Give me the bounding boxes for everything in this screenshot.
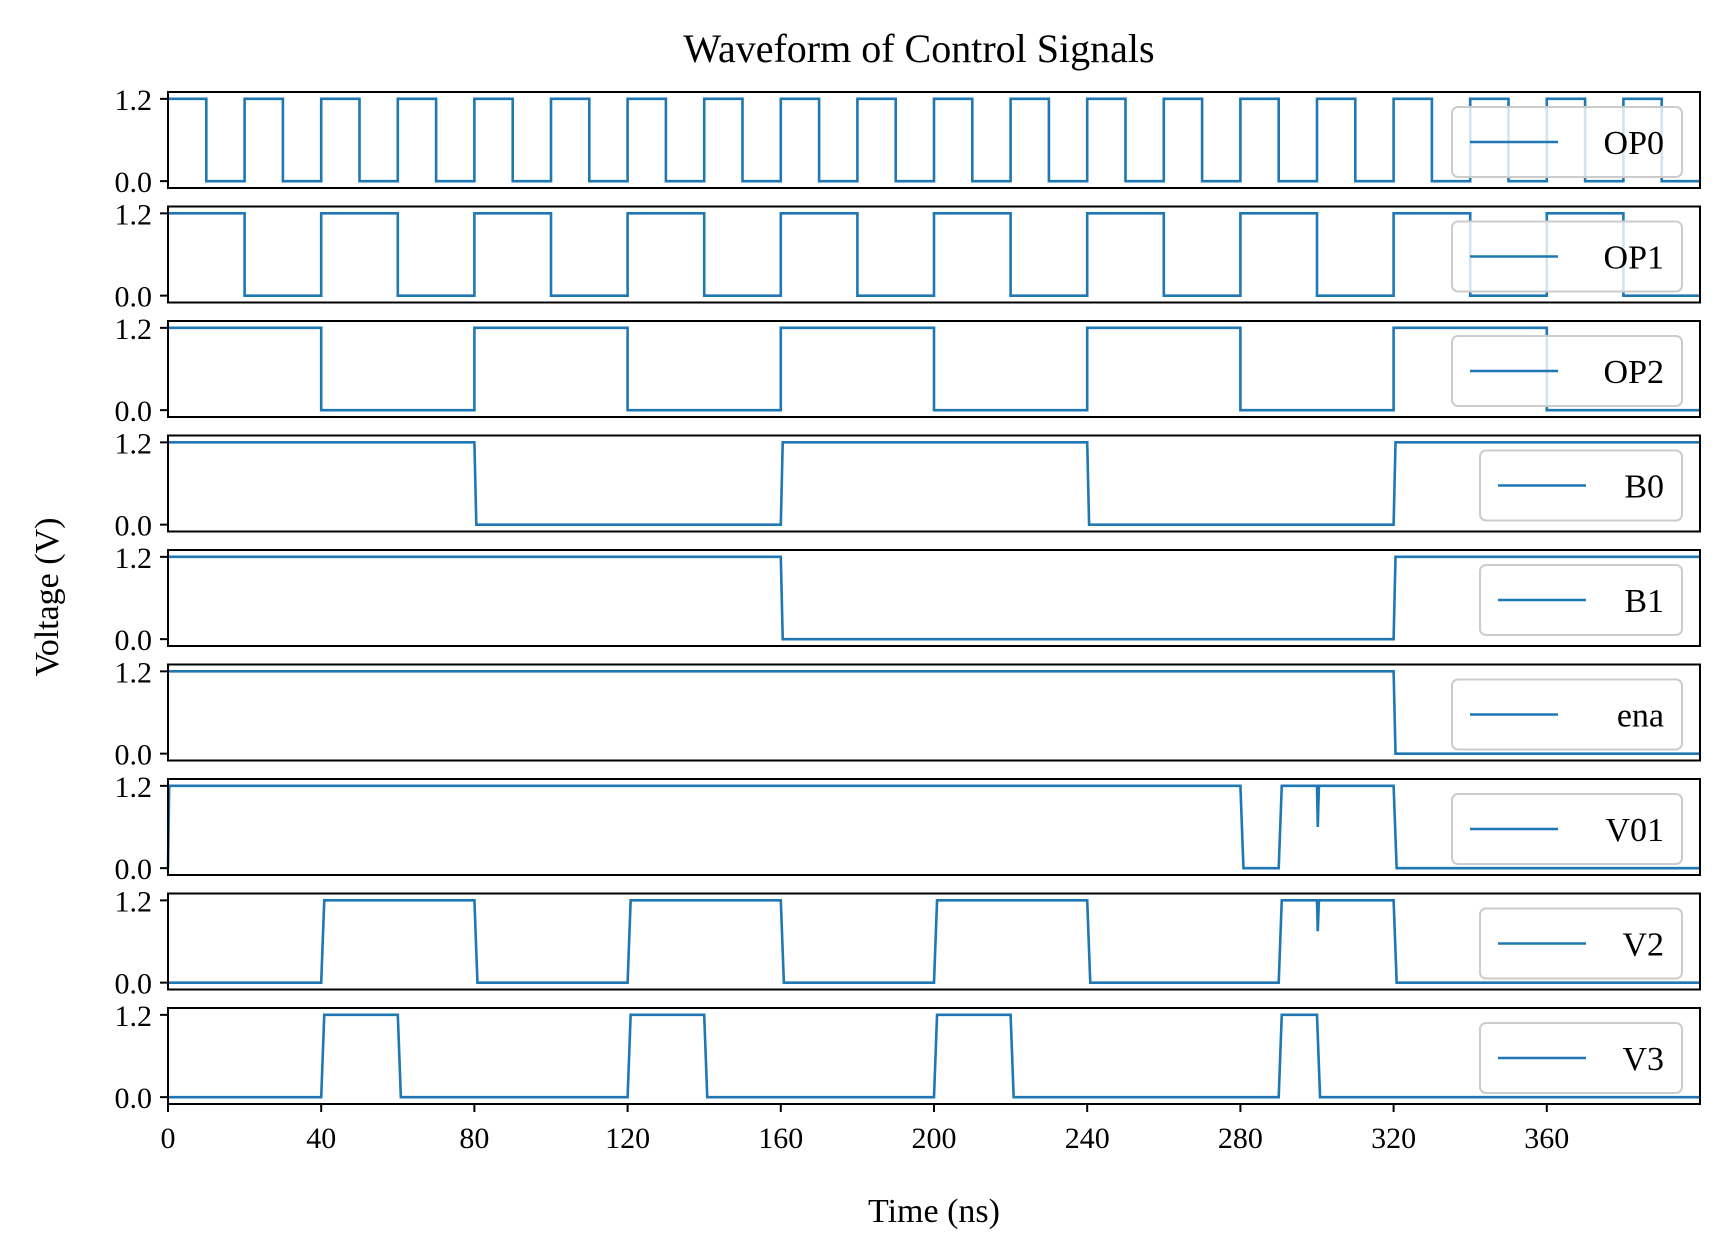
legend-v01: V01 — [1451, 793, 1683, 865]
y-tick-label: 0.0 — [115, 739, 153, 772]
y-tick-label: 1.2 — [115, 542, 153, 575]
y-tick-label: 0.0 — [115, 510, 153, 543]
y-tick-label: 0.0 — [115, 853, 153, 886]
x-tick-label: 200 — [912, 1122, 957, 1155]
legend-v2: V2 — [1479, 907, 1683, 980]
legend-v3: V3 — [1479, 1022, 1683, 1094]
panel-frame — [167, 91, 1701, 189]
y-tick-label: 1.2 — [115, 198, 153, 231]
x-tick-label: 80 — [459, 1122, 489, 1155]
legend-label: B1 — [1624, 583, 1664, 620]
panel-op0: 0.0 1.2 OP0 — [115, 84, 1701, 199]
series-line-b0 — [168, 441, 1700, 526]
x-tick-label: 360 — [1524, 1122, 1569, 1155]
legend-label: B0 — [1624, 469, 1664, 506]
legend-b0: B0 — [1479, 449, 1683, 522]
y-tick-label: 0.0 — [115, 968, 153, 1001]
y-tick-label: 1.2 — [115, 84, 153, 117]
y-tick-label: 0.0 — [115, 624, 153, 657]
x-tick-label: 0 — [161, 1122, 176, 1155]
panel-frame — [167, 434, 1701, 533]
y-tick-label: 1.2 — [115, 313, 153, 346]
legend-label: V3 — [1622, 1041, 1664, 1078]
y-axis-label: Voltage (V) — [29, 518, 66, 677]
panel-b0: 0.0 1.2 B0 — [115, 427, 1701, 543]
panels: 0.01.2OP00.01.2OP10.01.2OP20.01.2B00.01.… — [115, 84, 1701, 1115]
x-tick-label: 40 — [306, 1122, 336, 1155]
legend-box — [1451, 793, 1683, 865]
x-axis-ticks: 0 40 80 120 160 200 240 280 320 360 — [161, 1104, 1569, 1155]
y-tick-label: 1.2 — [115, 656, 153, 689]
panel-frame — [167, 778, 1701, 876]
panel-ena: 0.0 1.2 ena — [115, 656, 1701, 772]
legend-box — [1451, 220, 1683, 293]
panel-frame — [167, 892, 1701, 991]
legend-label: OP1 — [1604, 240, 1664, 277]
y-tick-label: 0.0 — [115, 1082, 153, 1115]
series-line-v01 — [166, 784, 1700, 870]
panel-v01: 0.0 1.2 V01 — [115, 771, 1701, 886]
panel-frame — [167, 205, 1701, 304]
legend-box — [1451, 106, 1683, 178]
legend-label: V01 — [1605, 812, 1664, 849]
y-tick-label: 0.0 — [115, 166, 153, 199]
legend-ena: ena — [1451, 678, 1683, 751]
legend-box — [1451, 678, 1683, 751]
panel-b1: 0.0 1.2 B1 — [115, 542, 1701, 657]
x-tick-label: 120 — [605, 1122, 650, 1155]
y-tick-label: 0.0 — [115, 395, 153, 428]
y-tick-label: 1.2 — [115, 771, 153, 804]
panel-frame — [167, 663, 1701, 762]
legend-label: ena — [1617, 698, 1664, 735]
y-tick-label: 0.0 — [115, 281, 153, 314]
series-line-op1 — [168, 212, 1700, 297]
legend-box — [1451, 335, 1683, 407]
panel-op1: 0.0 1.2 OP1 — [115, 198, 1701, 314]
x-tick-label: 160 — [758, 1122, 803, 1155]
series-line-ena — [168, 670, 1700, 755]
panel-frame — [167, 549, 1701, 647]
x-tick-label: 320 — [1371, 1122, 1416, 1155]
series-line-v2 — [168, 899, 1700, 984]
panel-frame — [167, 320, 1701, 418]
legend-label: V2 — [1622, 927, 1664, 964]
series-line-v3 — [168, 1013, 1700, 1099]
legend-label: OP2 — [1604, 354, 1664, 391]
chart-title: Waveform of Control Signals — [683, 26, 1154, 71]
series-line-op0 — [168, 97, 1700, 183]
legend-op1: OP1 — [1451, 220, 1683, 293]
y-tick-label: 1.2 — [115, 1000, 153, 1033]
panel-v2: 0.0 1.2 V2 — [115, 885, 1701, 1001]
legend-op2: OP2 — [1451, 335, 1683, 407]
x-tick-label: 240 — [1065, 1122, 1110, 1155]
x-tick-label: 280 — [1218, 1122, 1263, 1155]
x-axis-label: Time (ns) — [868, 1193, 1000, 1230]
panel-v3: 0.0 1.2 V3 — [115, 1000, 1701, 1115]
legend-op0: OP0 — [1451, 106, 1683, 178]
panel-op2: 0.0 1.2 OP2 — [115, 313, 1701, 428]
series-line-op2 — [168, 326, 1700, 412]
series-line-b1 — [168, 555, 1700, 641]
y-tick-label: 1.2 — [115, 427, 153, 460]
legend-label: OP0 — [1604, 125, 1664, 162]
y-tick-label: 1.2 — [115, 885, 153, 918]
legend-b1: B1 — [1479, 564, 1683, 636]
